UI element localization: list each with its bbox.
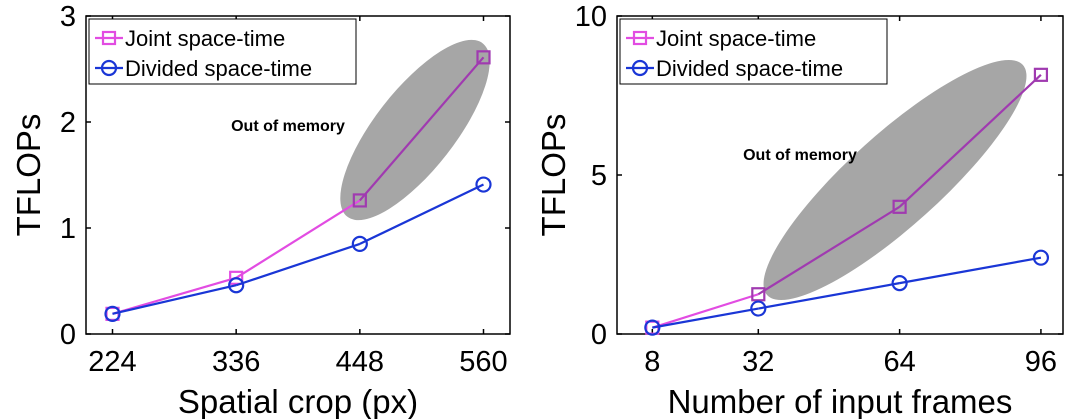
x-tick-label: 96 — [1025, 346, 1057, 378]
y-tick-label: 10 — [575, 1, 607, 33]
series-line-segment — [112, 284, 237, 315]
series-line-segment — [899, 256, 1042, 285]
legend-marker-square — [632, 30, 648, 46]
legend: Joint space-time Divided space-time — [88, 18, 357, 85]
series-line-segment — [359, 56, 485, 202]
x-tick-label: 224 — [88, 346, 136, 378]
data-point-circle — [351, 235, 368, 252]
data-point-square — [892, 199, 907, 214]
x-tick-label: 560 — [459, 346, 507, 378]
legend-box — [619, 18, 888, 85]
y-tick-label: 0 — [60, 319, 76, 351]
data-point-circle — [1032, 249, 1050, 266]
x-tick-label: 336 — [212, 346, 260, 378]
series-line-segment — [651, 293, 759, 329]
data-point-square — [229, 270, 244, 285]
x-tick-label: 32 — [742, 346, 774, 378]
out-of-memory-region — [763, 59, 1027, 301]
out-of-memory-label: Out of memory — [231, 118, 345, 135]
legend-box — [88, 18, 357, 85]
data-point-circle — [475, 176, 492, 193]
data-point-circle — [750, 300, 767, 317]
legend-label: Joint space-time — [656, 26, 816, 51]
chart-spatial-crop: 224 336 448 560 0 1 2 3 Spatial crop (px) TFLOPs O… — [10, 1, 511, 419]
series-line-segment — [359, 183, 484, 245]
data-point-circle — [228, 277, 245, 294]
legend-label: Divided space-time — [656, 56, 843, 81]
y-axis-label: TFLOPs — [10, 114, 47, 237]
y-tick-label: 0 — [591, 319, 607, 351]
series-line-segment — [757, 205, 901, 296]
chart-input-frames: 8 32 64 96 0 5 10 Number of input frames TFLOPs O… — [535, 1, 1064, 419]
x-tick-label: 8 — [644, 346, 660, 378]
series-line-segment — [758, 282, 900, 310]
data-point-circle — [104, 305, 121, 322]
legend-label: Divided space-time — [125, 56, 312, 81]
y-tick-label: 3 — [60, 1, 76, 33]
data-point-circle — [644, 319, 661, 336]
series-line-segment — [235, 199, 361, 279]
legend-marker-circle — [631, 59, 649, 77]
x-tick-label: 64 — [883, 346, 915, 378]
series-line-segment — [898, 74, 1042, 208]
series-line-segment — [652, 307, 759, 329]
y-tick-label: 5 — [591, 160, 607, 192]
x-axis-label: Spatial crop (px) — [178, 383, 418, 419]
data-point-square — [751, 287, 766, 302]
series-line-segment — [112, 276, 237, 315]
data-point-circle — [891, 275, 908, 292]
legend-marker-square — [101, 30, 117, 46]
data-point-square — [352, 193, 367, 208]
y-axis-label: TFLOPs — [535, 114, 572, 237]
x-axis-label: Number of input frames — [668, 383, 1013, 419]
y-tick-label: 2 — [60, 107, 76, 139]
x-tick-label: 448 — [336, 346, 384, 378]
out-of-memory-label: Out of memory — [743, 147, 857, 164]
legend-marker-circle — [100, 59, 118, 77]
y-tick-label: 1 — [60, 213, 76, 245]
plot-frame — [85, 15, 511, 335]
legend: Joint space-time Divided space-time — [619, 18, 888, 85]
data-point-square — [476, 50, 491, 65]
out-of-memory-region — [340, 39, 490, 221]
legend-label: Joint space-time — [125, 26, 285, 51]
data-point-square — [1033, 67, 1049, 82]
series-line-segment — [235, 242, 361, 287]
